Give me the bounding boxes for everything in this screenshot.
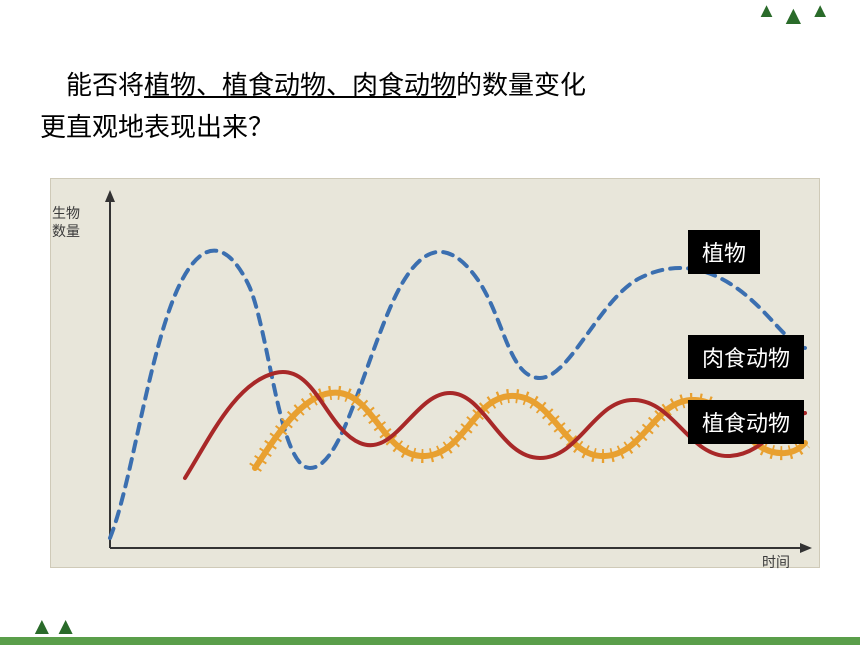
legend-plants: 植物 (688, 230, 760, 274)
tree-icon: ▲ (810, 0, 830, 31)
question-underlined: 植物、植食动物、肉食动物 (144, 70, 456, 100)
question-text: 能否将植物、植食动物、肉食动物的数量变化 更直观地表现出来？ (40, 65, 820, 148)
slide-container: ▲ ▲ ▲ 能否将植物、植食动物、肉食动物的数量变化 更直观地表现出来？ 生物 … (0, 0, 860, 645)
top-decoration: ▲ ▲ ▲ (757, 0, 830, 31)
question-line1-post: 的数量变化 (456, 70, 586, 100)
bottom-bar (0, 637, 860, 645)
tree-icon: ▲ (780, 0, 806, 31)
tree-icon: ▲▲ (30, 613, 78, 641)
tree-icon: ▲ (757, 0, 777, 31)
legend-carnivores: 肉食动物 (688, 335, 804, 379)
x-axis-label: 时间 (762, 552, 790, 572)
y-axis-arrow (105, 190, 115, 202)
x-axis-arrow (800, 543, 812, 553)
legend-herbivores: 植食动物 (688, 400, 804, 444)
question-line2: 更直观地表现出来？ (40, 112, 274, 142)
chart-container: 生物 数量 时间 植物 肉食动物 植食动物 (40, 178, 820, 578)
question-line1-pre: 能否将 (40, 70, 144, 100)
